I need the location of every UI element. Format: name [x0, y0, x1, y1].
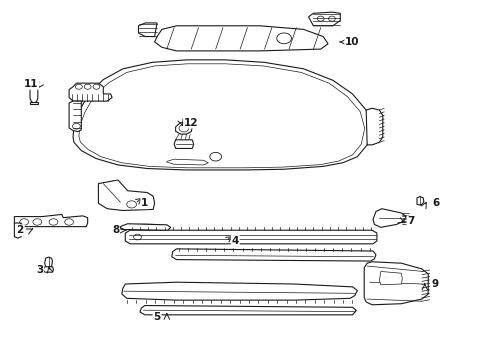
Polygon shape	[30, 85, 38, 103]
Text: 5: 5	[153, 312, 161, 322]
Polygon shape	[14, 223, 21, 238]
Polygon shape	[172, 249, 376, 261]
Text: 8: 8	[112, 225, 119, 235]
Polygon shape	[364, 262, 428, 305]
Text: 9: 9	[431, 279, 438, 289]
Polygon shape	[140, 306, 356, 315]
Polygon shape	[175, 123, 192, 134]
Polygon shape	[122, 282, 357, 300]
Polygon shape	[125, 230, 377, 244]
Text: 7: 7	[408, 216, 415, 226]
Polygon shape	[379, 271, 402, 285]
Text: 6: 6	[432, 198, 439, 208]
Polygon shape	[43, 267, 53, 272]
Polygon shape	[29, 102, 38, 104]
Polygon shape	[139, 23, 157, 37]
Polygon shape	[119, 224, 171, 230]
Polygon shape	[373, 209, 406, 227]
Text: 4: 4	[232, 236, 239, 246]
Polygon shape	[45, 257, 52, 269]
Polygon shape	[174, 140, 194, 148]
Text: 3: 3	[36, 265, 44, 275]
Polygon shape	[69, 101, 81, 132]
Text: 12: 12	[184, 118, 198, 128]
Polygon shape	[366, 108, 383, 145]
Text: 2: 2	[17, 225, 24, 235]
Polygon shape	[73, 60, 371, 170]
Polygon shape	[69, 83, 112, 101]
Polygon shape	[417, 197, 424, 205]
Polygon shape	[98, 180, 155, 211]
Polygon shape	[14, 215, 88, 226]
Polygon shape	[309, 12, 340, 26]
Text: 10: 10	[345, 37, 360, 47]
Polygon shape	[155, 26, 328, 51]
Text: 1: 1	[141, 198, 148, 208]
Text: 11: 11	[24, 79, 38, 89]
